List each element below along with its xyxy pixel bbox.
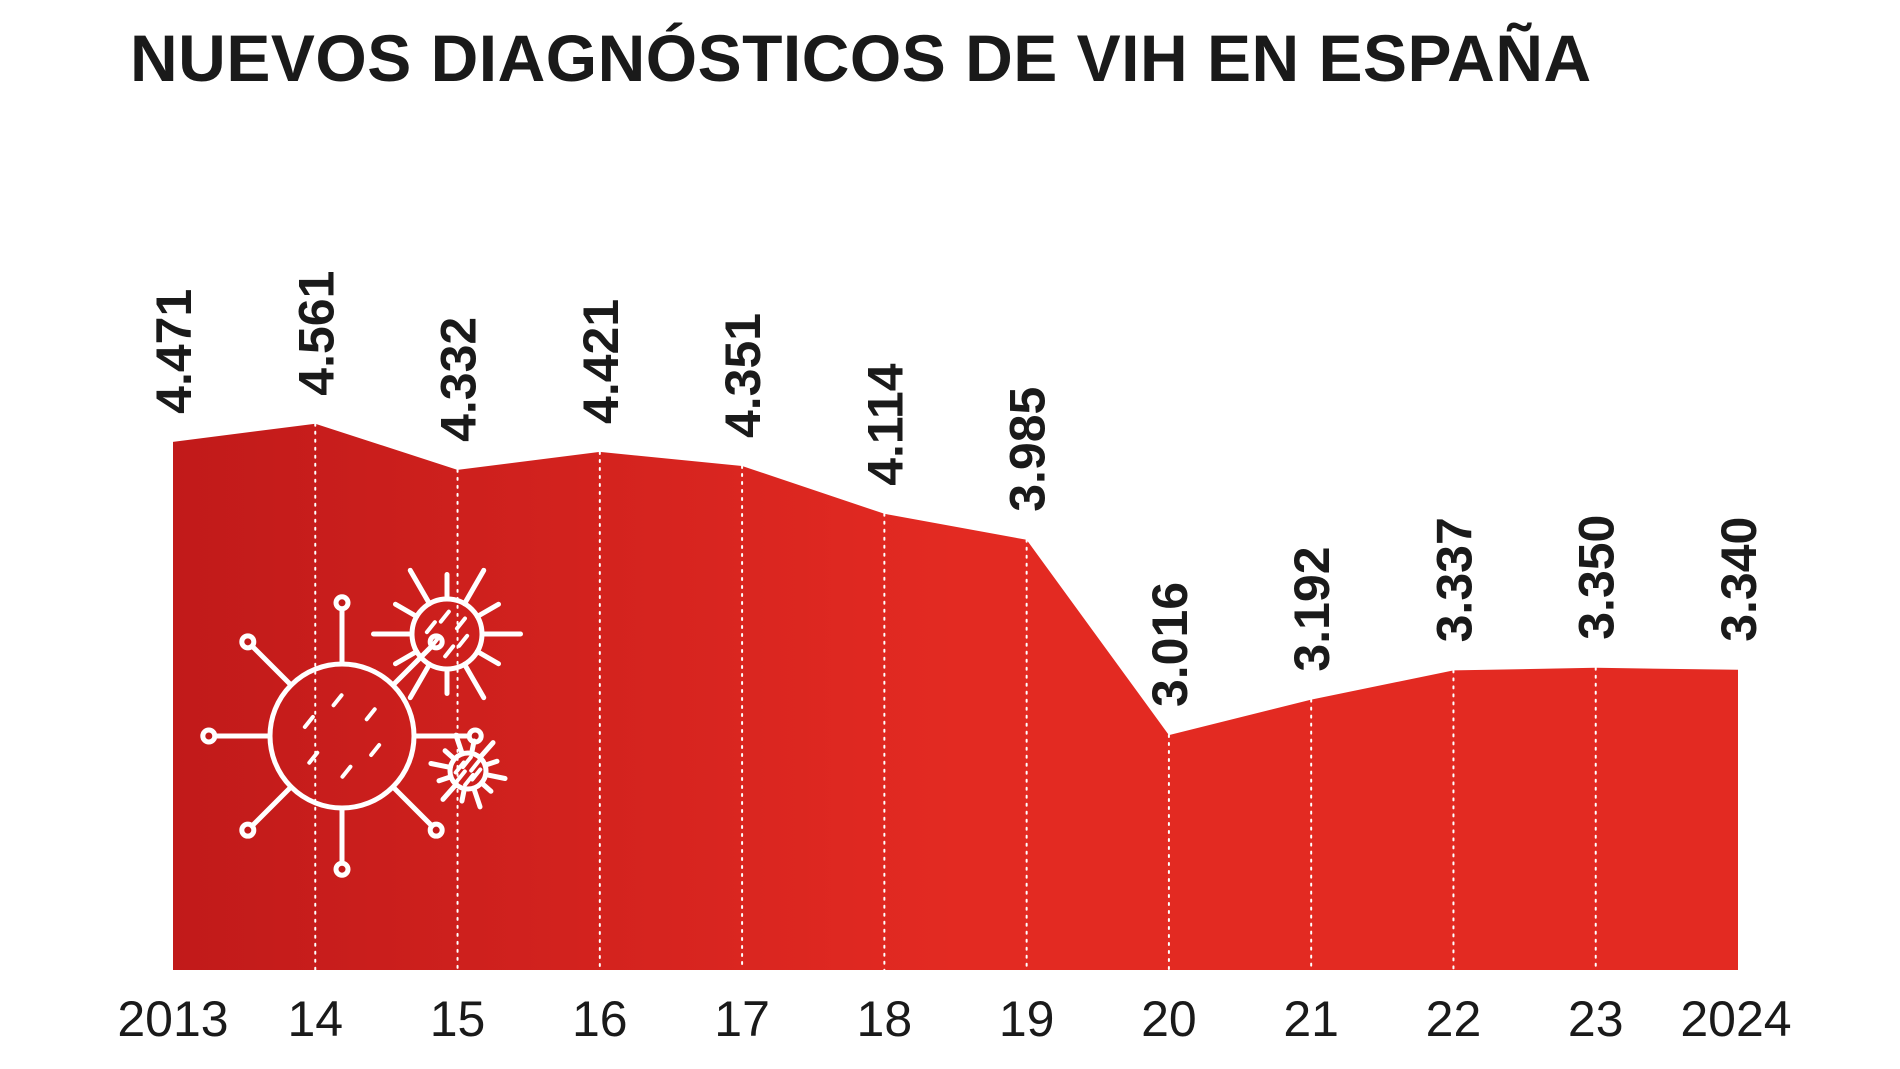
value-labels: 4.471 4.561 4.332 4.421 4.351 4.114 3.985 3.016… (146, 271, 1767, 707)
value-label: 3.016 (1142, 582, 1198, 707)
x-tick-label: 20 (1141, 991, 1197, 1047)
x-tick-label: 21 (1283, 991, 1339, 1047)
chart-title: NUEVOS DIAGNÓSTICOS DE VIH EN ESPAÑA (130, 21, 1592, 95)
value-label: 3.337 (1426, 517, 1482, 642)
x-tick-label: 19 (999, 991, 1055, 1047)
x-tick-label: 18 (857, 991, 913, 1047)
area-series (173, 423, 1738, 970)
x-tick-label: 17 (714, 991, 770, 1047)
x-tick-label: 14 (287, 991, 343, 1047)
x-tick-label: 22 (1426, 991, 1482, 1047)
value-label: 4.561 (288, 271, 344, 396)
value-label: 3.985 (1000, 387, 1056, 512)
value-label: 4.332 (431, 317, 487, 442)
value-label: 4.421 (573, 299, 629, 424)
value-label: 4.351 (715, 313, 771, 438)
value-label: 3.350 (1569, 515, 1625, 640)
value-label: 4.471 (146, 289, 202, 414)
value-label: 4.114 (857, 363, 913, 486)
x-tick-label: 2013 (117, 991, 228, 1047)
x-tick-label: 2024 (1680, 991, 1791, 1047)
x-tick-label: 15 (430, 991, 486, 1047)
virus-icon (371, 567, 523, 701)
virus-icon (200, 567, 523, 878)
value-label: 3.192 (1284, 546, 1340, 671)
value-label: 3.340 (1711, 517, 1767, 642)
virus-icon (428, 732, 508, 810)
x-axis-tick-labels: 2013 14 15 16 17 18 19 20 21 22 23 2024 (117, 991, 1791, 1047)
gridlines (314, 422, 1597, 971)
x-tick-label: 16 (572, 991, 628, 1047)
x-tick-label: 23 (1568, 991, 1624, 1047)
